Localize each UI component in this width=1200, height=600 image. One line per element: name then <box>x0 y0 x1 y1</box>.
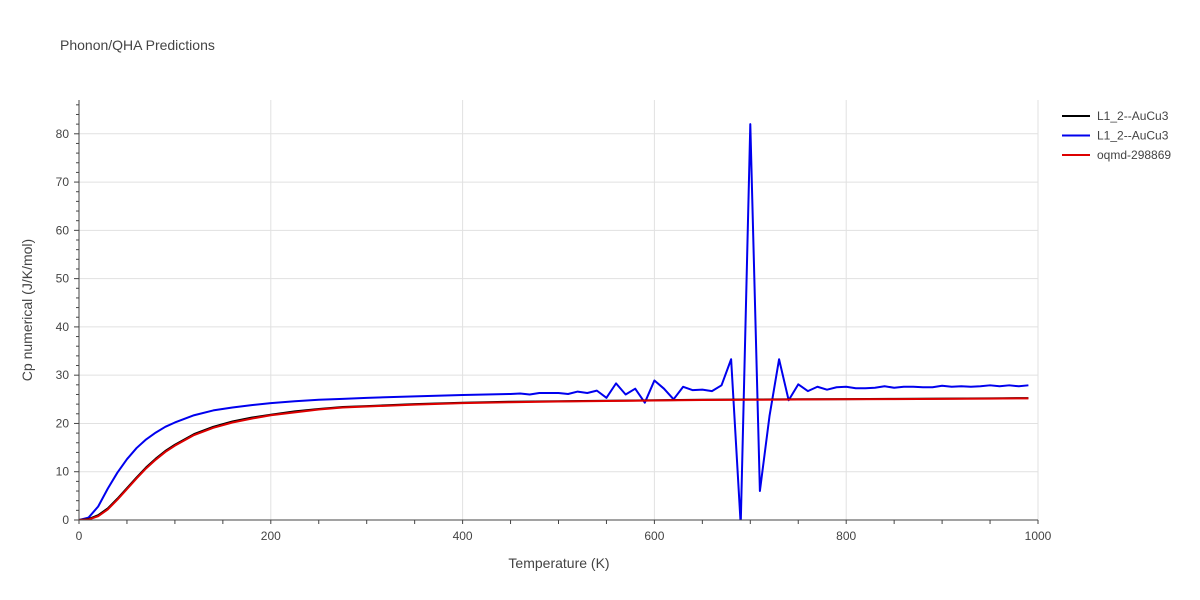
series-line-0[interactable] <box>79 397 1029 520</box>
y-axis-title: Cp numerical (J/K/mol) <box>19 239 35 381</box>
y-tick-label: 50 <box>56 272 70 286</box>
x-tick-label: 0 <box>76 529 83 543</box>
legend-label[interactable]: L1_2--AuCu3 <box>1097 109 1169 123</box>
x-tick-label: 200 <box>261 529 281 543</box>
x-tick-label: 1000 <box>1025 529 1052 543</box>
legend[interactable]: L1_2--AuCu3 L1_2--AuCu3 oqmd-298869 <box>1062 109 1171 162</box>
legend-label[interactable]: oqmd-298869 <box>1097 148 1171 162</box>
x-tick-label: 800 <box>836 529 856 543</box>
y-tick-label: 30 <box>56 368 70 382</box>
chart-title: Phonon/QHA Predictions <box>60 37 215 53</box>
y-tick-label: 60 <box>56 223 70 237</box>
x-tick-label: 600 <box>644 529 664 543</box>
grid <box>79 100 1039 520</box>
series-line-2[interactable] <box>79 397 1029 520</box>
series-line-1[interactable] <box>79 123 1029 525</box>
y-tick-label: 20 <box>56 416 70 430</box>
axis-ticks: 0 200 400 600 800 1000 0 10 20 30 40 50 60 70 80 <box>56 104 1052 543</box>
y-tick-label: 70 <box>56 175 70 189</box>
x-axis-title: Temperature (K) <box>508 555 609 571</box>
y-tick-label: 40 <box>56 320 70 334</box>
legend-label[interactable]: L1_2--AuCu3 <box>1097 129 1169 143</box>
x-tick-label: 400 <box>453 529 473 543</box>
y-tick-label: 10 <box>56 465 70 479</box>
plot-area[interactable] <box>79 123 1029 525</box>
y-tick-label: 80 <box>56 127 70 141</box>
y-tick-label: 0 <box>62 513 69 527</box>
